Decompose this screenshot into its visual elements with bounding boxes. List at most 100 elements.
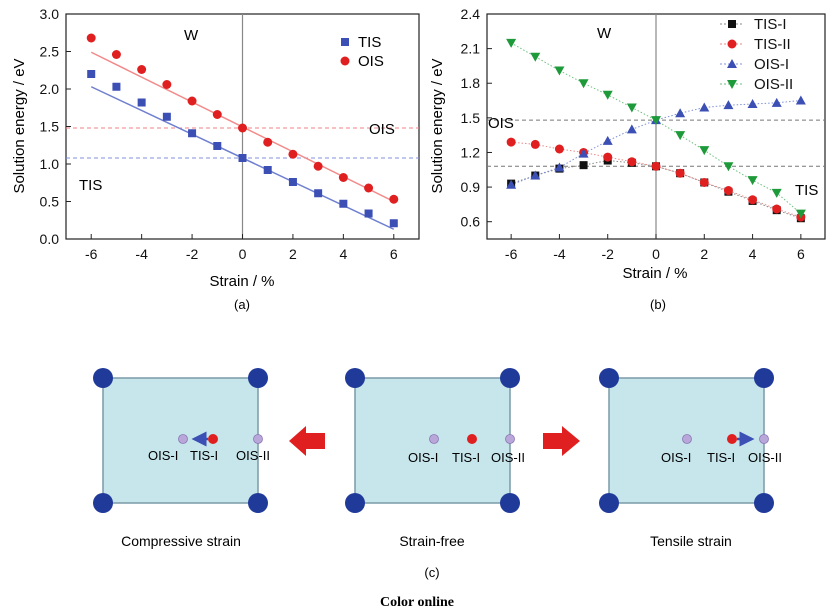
data-point-tis <box>238 154 247 162</box>
corner-atom <box>248 368 268 388</box>
legend-marker-ois-i <box>727 59 737 68</box>
caption-strain-free: Strain-free <box>399 533 465 549</box>
legend-marker-tis <box>341 38 349 46</box>
legend-a: TIS OIS <box>340 34 384 70</box>
x-axis-label-b: Strain / % <box>622 265 687 282</box>
legend-marker-tis-i <box>728 20 736 28</box>
label-ois-ii: OIS-II <box>236 448 270 463</box>
panel-a: -6 -4 -2 0 2 4 6 0.0 0.5 1.0 1.5 2.0 2.5 3.0 W OIS TI… <box>11 6 420 312</box>
label-ois-i: OIS-I <box>148 448 178 463</box>
data-point-tis <box>288 178 297 186</box>
data-point-ois-ii <box>578 79 589 89</box>
legend-label-tis-ii: TIS-II <box>754 36 791 53</box>
y-tick-label: 1.5 <box>40 119 60 135</box>
data-point-ois <box>313 161 323 171</box>
x-tick-label: 4 <box>749 246 757 262</box>
data-point-tis-ii <box>603 152 613 162</box>
y-tick-label: 1.0 <box>40 156 60 172</box>
label-tis-i: TIS-I <box>707 450 735 465</box>
legend-marker-ois-ii <box>727 80 737 89</box>
data-point-tis <box>314 189 323 198</box>
legend-marker-ois <box>340 56 350 66</box>
data-point-ois-ii <box>602 90 613 100</box>
data-point-tis-i <box>579 161 588 170</box>
data-point-tis-ii <box>699 177 709 187</box>
legend-label-tis: TIS <box>358 34 381 51</box>
data-point-ois-ii <box>747 176 758 186</box>
data-point-ois <box>162 80 172 89</box>
data-point-tis <box>389 219 398 228</box>
data-point-ois-ii <box>554 66 565 76</box>
data-point-tis-ii <box>748 195 758 205</box>
y-tick-label: 2.1 <box>461 41 481 57</box>
data-point-ois-ii <box>675 131 686 141</box>
x-tick-label: 0 <box>652 246 660 262</box>
data-point-ois-i <box>699 102 710 112</box>
y-tick-label: 0.9 <box>461 179 481 195</box>
x-tick-label: -6 <box>85 246 98 262</box>
data-point-tis-ii <box>651 161 661 171</box>
data-point-ois <box>187 96 197 106</box>
x-tick-label: -2 <box>601 246 614 262</box>
y-tick-label: 0.5 <box>40 194 60 210</box>
corner-atom <box>248 493 268 513</box>
corner-atom <box>754 368 774 388</box>
data-point-ois-i <box>506 179 517 189</box>
x-tick-label: 6 <box>390 246 398 262</box>
data-point-tis-ii <box>554 144 564 154</box>
ois-annotation-a: OIS <box>369 121 395 138</box>
panel-c: OIS-I TIS-I OIS-II Compressive strain OI… <box>93 368 782 580</box>
data-point-ois-i <box>795 95 806 105</box>
data-point-tis-ii <box>772 204 782 214</box>
caption-tensile: Tensile strain <box>650 533 732 549</box>
data-point-tis <box>137 98 146 107</box>
unit-cell-tensile: OIS-I TIS-I OIS-II Tensile strain <box>599 368 782 549</box>
x-tick-label: 4 <box>339 246 347 262</box>
corner-atom <box>599 368 619 388</box>
ois-ii-site <box>253 434 263 444</box>
corner-atom <box>93 493 113 513</box>
red-arrow-left <box>289 426 325 456</box>
corner-atom <box>345 368 365 388</box>
ois-i-site <box>429 434 439 444</box>
panel-b: -6 -4 -2 0 2 4 6 0.6 0.9 1.2 1.5 1.8 2.1 2.4 W OIS TI… <box>429 6 826 312</box>
y-tick-label: 2.0 <box>40 81 60 97</box>
label-ois-ii: OIS-II <box>491 450 525 465</box>
y-axis-label-b: Solution energy / eV <box>429 58 446 193</box>
data-point-tis <box>87 70 96 78</box>
x-tick-label: -2 <box>186 246 199 262</box>
ois-annotation-b: OIS <box>488 115 514 132</box>
data-point-ois-i <box>578 148 589 158</box>
data-point-ois <box>137 65 147 74</box>
data-point-ois-i <box>530 170 541 180</box>
data-point-ois-i <box>602 135 613 145</box>
unit-cell-strain-free: OIS-I TIS-I OIS-II Strain-free <box>345 368 525 549</box>
legend-marker-tis-ii <box>727 39 737 49</box>
y-tick-label: 1.2 <box>461 144 481 160</box>
w-annotation-a: W <box>184 27 199 44</box>
data-point-ois-i <box>675 108 686 118</box>
data-point-ois <box>338 173 348 182</box>
tis-i-site <box>467 434 477 444</box>
data-point-tis <box>162 112 171 121</box>
data-point-ois <box>288 149 298 159</box>
y-tick-label: 2.4 <box>461 6 481 22</box>
data-point-tis <box>339 199 348 208</box>
data-point-tis <box>364 209 373 218</box>
unit-cell-compressive: OIS-I TIS-I OIS-II Compressive strain <box>93 368 270 549</box>
data-point-ois <box>263 137 273 147</box>
footer-color-online: Color online <box>380 595 454 610</box>
ois-i-site <box>682 434 692 444</box>
tis-i-site <box>727 434 737 444</box>
data-point-ois-i <box>626 124 637 134</box>
corner-atom <box>754 493 774 513</box>
data-point-tis-ii <box>723 186 733 196</box>
label-ois-ii: OIS-II <box>748 450 782 465</box>
panel-label-b: (b) <box>650 297 666 312</box>
data-point-tis-ii <box>675 168 685 178</box>
x-tick-label: 2 <box>700 246 708 262</box>
label-ois-i: OIS-I <box>408 450 438 465</box>
y-axis-label-a: Solution energy / eV <box>11 58 28 193</box>
ois-ii-site <box>759 434 769 444</box>
data-point-ois-ii <box>506 38 517 48</box>
